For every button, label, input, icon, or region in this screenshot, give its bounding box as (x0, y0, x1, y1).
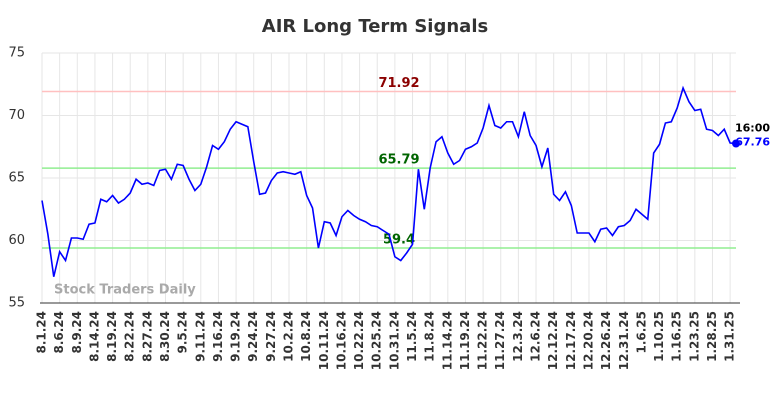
x-tick-label: 10.31.24 (387, 311, 401, 370)
x-tick-label: 10.25.24 (370, 311, 384, 370)
x-tick-label: 10.8.24 (299, 311, 313, 362)
x-tick-label: 8.6.24 (52, 311, 66, 354)
signal-label: 71.92 (378, 76, 419, 91)
last-time: 16:00 (735, 122, 770, 135)
x-tick-label: 8.1.24 (35, 311, 49, 354)
x-tick-label: 1.31.25 (723, 311, 737, 362)
x-tick-label: 11.8.24 (423, 311, 437, 362)
x-tick-label: 12.31.24 (617, 311, 631, 370)
x-tick-label: 11.19.24 (458, 311, 472, 370)
x-tick-label: 1.23.25 (687, 311, 701, 362)
x-tick-label: 8.19.24 (105, 311, 119, 362)
x-tick-label: 10.2.24 (282, 311, 296, 362)
x-tick-label: 11.14.24 (440, 311, 454, 370)
x-tick-label: 10.16.24 (334, 311, 348, 370)
watermark: Stock Traders Daily (54, 283, 196, 298)
x-tick-label: 8.30.24 (158, 311, 172, 362)
signal-label: 65.79 (378, 153, 419, 168)
x-tick-label: 12.12.24 (546, 311, 560, 370)
x-tick-label: 8.22.24 (123, 311, 137, 362)
last-value: 67.76 (735, 136, 770, 149)
x-tick-label: 1.16.25 (670, 311, 684, 362)
y-tick-label: 55 (8, 296, 25, 311)
x-tick-label: 1.28.25 (705, 311, 719, 362)
x-tick-label: 12.3.24 (511, 311, 525, 362)
y-tick-label: 65 (8, 171, 25, 186)
x-tick-label: 1.10.25 (652, 311, 666, 362)
x-tick-label: 10.11.24 (317, 311, 331, 370)
x-tick-label: 12.26.24 (599, 311, 613, 370)
x-tick-label: 9.27.24 (264, 311, 278, 362)
chart-title: AIR Long Term Signals (262, 16, 488, 37)
last-point (732, 139, 740, 148)
x-tick-label: 11.22.24 (476, 311, 490, 370)
x-tick-label: 11.27.24 (493, 311, 507, 370)
x-tick-label: 12.6.24 (529, 311, 543, 362)
x-tick-label: 8.27.24 (140, 311, 154, 362)
x-tick-label: 10.22.24 (352, 311, 366, 370)
price-line (41, 85, 737, 277)
x-tick-label: 9.11.24 (193, 311, 207, 362)
x-tick-label: 9.24.24 (246, 311, 260, 362)
x-tick-label: 8.14.24 (87, 311, 101, 362)
x-tick-label: 1.6.25 (634, 311, 648, 354)
signal-label: 59.4 (383, 233, 415, 248)
x-tick-label: 9.16.24 (211, 311, 225, 362)
x-tick-label: 12.20.24 (581, 311, 595, 370)
y-tick-label: 60 (8, 233, 25, 248)
x-tick-label: 9.5.24 (176, 311, 190, 354)
x-tick-label: 11.5.24 (405, 311, 419, 362)
x-tick-label: 12.17.24 (564, 311, 578, 370)
x-tick-label: 9.19.24 (229, 311, 243, 362)
y-tick-label: 75 (8, 46, 25, 61)
y-tick-label: 70 (8, 108, 25, 123)
x-tick-label: 8.9.24 (70, 311, 84, 354)
